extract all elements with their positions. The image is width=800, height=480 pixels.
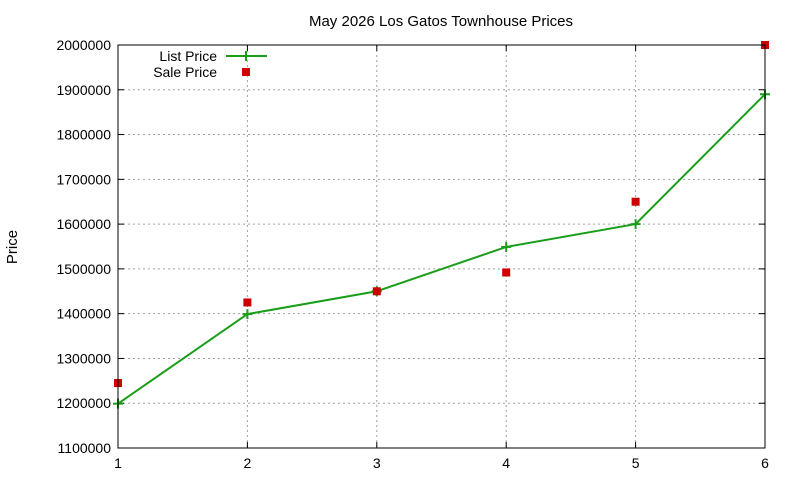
axes: 1100000 1200000 1300000 1400000 1500000 16000… [56, 37, 769, 471]
y-tick-label: 1500000 [56, 261, 111, 277]
x-tick-label: 6 [761, 455, 769, 471]
y-axis-label: Price [4, 230, 21, 264]
plot-frame [117, 44, 766, 449]
series [113, 41, 770, 409]
legend-plus-swatch [241, 51, 251, 61]
legend-label: List Price [159, 48, 217, 64]
x-tick-label: 3 [373, 455, 381, 471]
list-price-point [242, 309, 253, 320]
y-tick-label: 1900000 [56, 82, 111, 98]
y-tick-label: 2000000 [56, 37, 111, 53]
list-price-point [630, 219, 641, 230]
sale-price-point [502, 268, 511, 277]
y-tick-label: 1400000 [56, 306, 111, 322]
legend-label: Sale Price [153, 64, 217, 80]
chart-title: May 2026 Los Gatos Townhouse Prices [309, 13, 573, 30]
y-tick-label: 1200000 [56, 395, 111, 411]
sale-price-point [243, 298, 252, 307]
list-price-line [117, 93, 766, 405]
y-tick-label: 1700000 [56, 171, 111, 187]
sale-price-point [372, 287, 381, 296]
list-price-point [501, 241, 512, 252]
grid [118, 45, 765, 448]
x-tick-label: 1 [114, 455, 122, 471]
x-tick-label: 2 [244, 455, 252, 471]
legend-square-swatch [242, 68, 250, 76]
x-tick-label: 5 [632, 455, 640, 471]
y-tick-label: 1800000 [56, 127, 111, 143]
sale-price-point [631, 197, 640, 206]
y-tick-label: 1100000 [58, 440, 112, 456]
y-tick-label: 1300000 [56, 350, 111, 366]
x-tick-label: 4 [502, 455, 510, 471]
y-tick-label: 1600000 [56, 216, 111, 232]
